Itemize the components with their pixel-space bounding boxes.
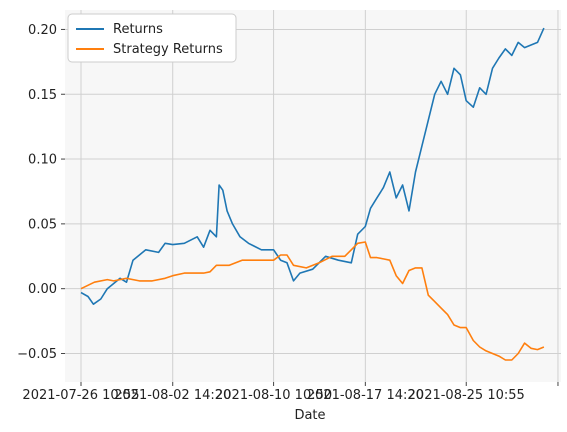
y-tick-label: 0.20 [28,23,57,38]
y-tick-label: 0.00 [28,282,57,297]
x-tick-label: 2021-08-17 14:20 [307,388,424,403]
plot-area [65,10,561,382]
legend-label-strategy-returns: Strategy Returns [113,42,223,57]
x-tick-label: 2021-08-02 14:20 [114,388,231,403]
x-axis-label: Date [294,408,325,423]
legend-label-returns: Returns [113,22,163,37]
y-tick-label: 0.05 [28,217,57,232]
legend: Returns Strategy Returns [68,14,236,62]
y-tick-label: 0.15 [28,88,57,103]
x-tick-label: 2021-08-25 10:55 [408,388,525,403]
y-tick-label: −0.05 [17,347,57,362]
y-tick-label: 0.10 [28,153,57,168]
